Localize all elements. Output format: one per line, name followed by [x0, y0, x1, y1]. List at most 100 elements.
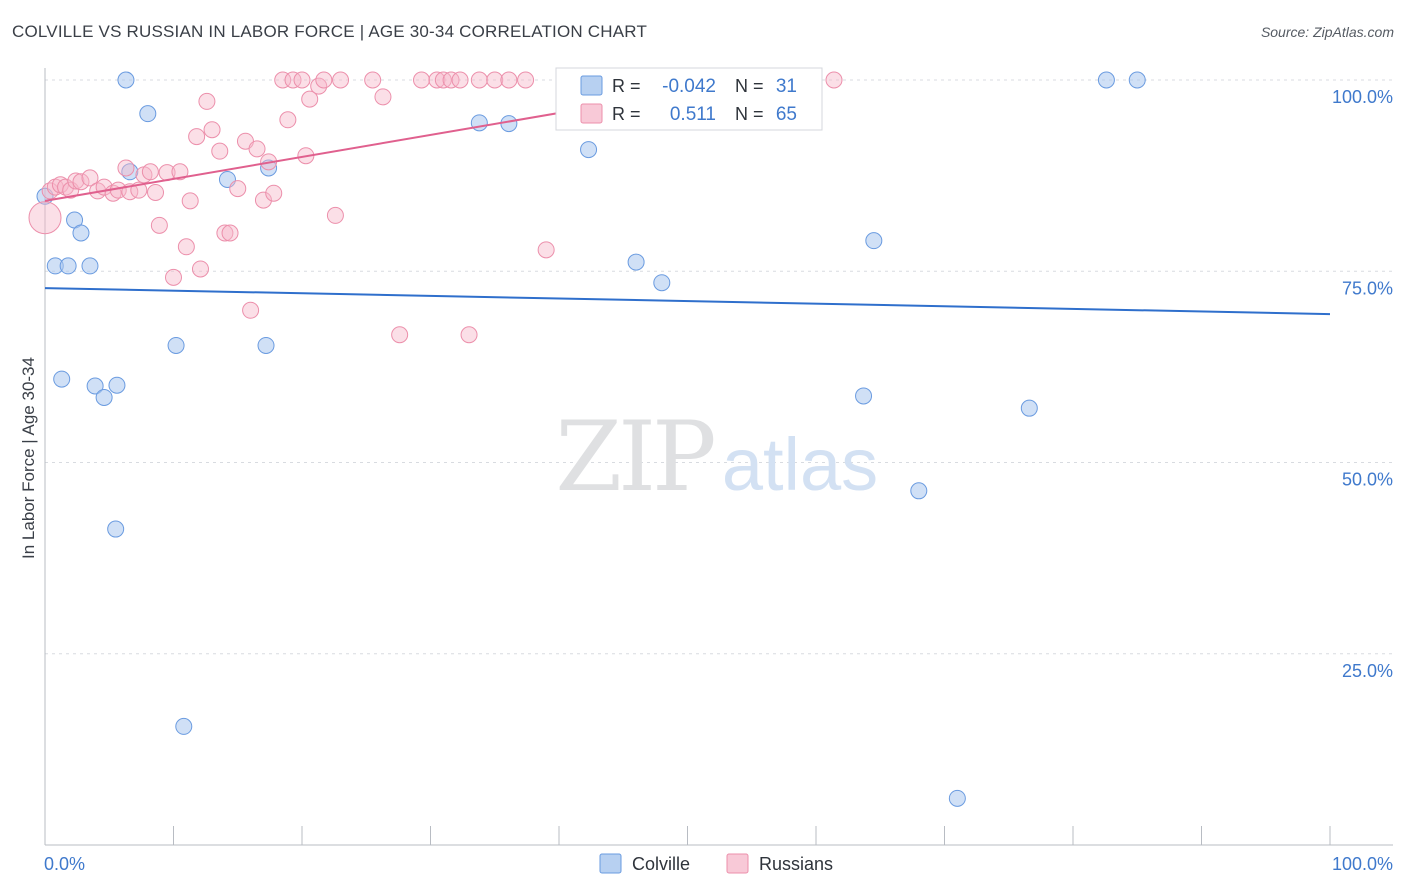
colville-point-13: [139, 105, 157, 123]
russians-point-6: [67, 172, 85, 190]
colville-point-27: [910, 482, 928, 500]
colville-point-3: [59, 257, 77, 275]
colville-point-31: [1128, 71, 1146, 89]
russians-point-52: [413, 71, 431, 89]
watermark-atlas: atlas: [722, 423, 878, 506]
y-tick-labels: 100.0% 75.0% 50.0% 25.0%: [1332, 87, 1393, 681]
axes: [44, 68, 1393, 846]
colville-point-15: [175, 717, 193, 735]
colville-point-8: [95, 388, 113, 406]
colville-n-value: 31: [776, 76, 797, 97]
colville-point-20: [500, 115, 518, 133]
russians-point-31: [221, 224, 239, 242]
colville-points: [36, 71, 1146, 807]
russians-point-27: [198, 92, 216, 110]
colville-point-25: [855, 387, 873, 405]
chart-title: COLVILLE VS RUSSIAN IN LABOR FORCE | AGE…: [12, 22, 648, 41]
russians-point-61: [517, 71, 535, 89]
colville-trend-line: [44, 287, 1331, 316]
russians-point-29: [211, 142, 229, 160]
y-tick-label-2: 50.0%: [1342, 470, 1393, 490]
colville-point-2: [53, 370, 71, 388]
watermark: ZIP atlas: [555, 401, 878, 513]
russians-point-36: [254, 191, 272, 209]
russians-point-39: [274, 71, 292, 89]
colville-point-30: [1097, 71, 1115, 89]
colville-point-24: [653, 274, 671, 292]
russians-point-21: [165, 268, 182, 286]
russians-point-24: [181, 192, 199, 210]
russians-point-7: [72, 173, 90, 191]
y-axis-label: In Labor Force | Age 30-34: [19, 357, 38, 559]
russians-point-26: [191, 260, 209, 278]
russians-point-8: [81, 169, 99, 187]
colville-point-10: [108, 376, 126, 394]
russians-point-38: [265, 184, 283, 202]
y-tick-label-1: 75.0%: [1342, 278, 1393, 298]
stats-legend: R = -0.042 N = 31 R = 0.511 N = 65: [555, 67, 823, 131]
y-tick-label-0: 100.0%: [1332, 87, 1393, 107]
russians-point-47: [326, 206, 344, 224]
russians-point-58: [470, 71, 488, 89]
russians-point-55: [442, 71, 460, 89]
russians-point-40: [279, 111, 297, 129]
colville-point-26: [865, 232, 883, 250]
colville-point-29: [1020, 399, 1038, 417]
russians-point-49: [364, 71, 382, 89]
russians-point-64: [825, 71, 843, 89]
colville-point-28: [948, 789, 966, 807]
bottom-legend: Colville Russians: [599, 853, 833, 874]
russians-point-23: [177, 238, 195, 256]
legend-colville-label: Colville: [632, 854, 690, 874]
colville-point-9: [107, 520, 125, 538]
x-tick-label-0: 0.0%: [44, 854, 85, 874]
russians-point-0: [28, 201, 62, 235]
colville-r-label: R =: [612, 76, 641, 96]
russians-r-value: 0.511: [670, 104, 716, 125]
russians-n-value: 65: [776, 104, 797, 125]
russians-point-25: [188, 128, 206, 146]
colville-n-label: N =: [735, 76, 764, 96]
russians-point-53: [428, 71, 446, 89]
colville-point-17: [257, 336, 275, 354]
colville-point-11: [117, 71, 135, 89]
russians-point-30: [216, 224, 234, 242]
russians-n-label: N =: [735, 104, 764, 124]
russians-point-34: [242, 301, 260, 319]
colville-r-value: -0.042: [662, 76, 716, 97]
colville-point-6: [81, 257, 99, 275]
legend-colville-swatch: [599, 853, 622, 874]
russians-point-62: [537, 241, 555, 259]
watermark-zip: ZIP: [555, 401, 714, 513]
russians-point-50: [374, 88, 392, 106]
russians-swatch: [580, 103, 603, 124]
legend-russians-swatch: [726, 853, 749, 874]
russians-point-22: [171, 163, 189, 181]
legend-russians-label: Russians: [759, 854, 833, 874]
russians-point-59: [486, 71, 504, 89]
colville-point-14: [167, 336, 185, 354]
russians-point-17: [141, 163, 159, 181]
x-tick-label-1: 100.0%: [1332, 854, 1393, 874]
russians-point-19: [150, 216, 168, 234]
russians-r-label: R =: [612, 104, 641, 124]
colville-point-23: [627, 253, 645, 271]
russians-point-48: [332, 71, 350, 89]
source-label: Source: ZipAtlas.com: [1260, 24, 1394, 40]
colville-point-21: [580, 141, 598, 159]
russians-point-42: [293, 71, 311, 89]
russians-point-56: [451, 71, 469, 89]
russians-point-57: [460, 326, 478, 344]
russians-point-13: [117, 159, 135, 177]
y-tick-label-3: 25.0%: [1342, 661, 1393, 681]
russians-point-41: [284, 71, 302, 89]
russians-point-51: [391, 326, 409, 344]
russians-point-28: [203, 121, 221, 139]
russians-point-60: [500, 71, 518, 89]
colville-swatch: [580, 75, 603, 96]
russians-point-35: [248, 140, 266, 158]
russians-point-32: [229, 180, 247, 198]
colville-point-5: [72, 224, 90, 242]
russians-point-4: [57, 178, 75, 196]
